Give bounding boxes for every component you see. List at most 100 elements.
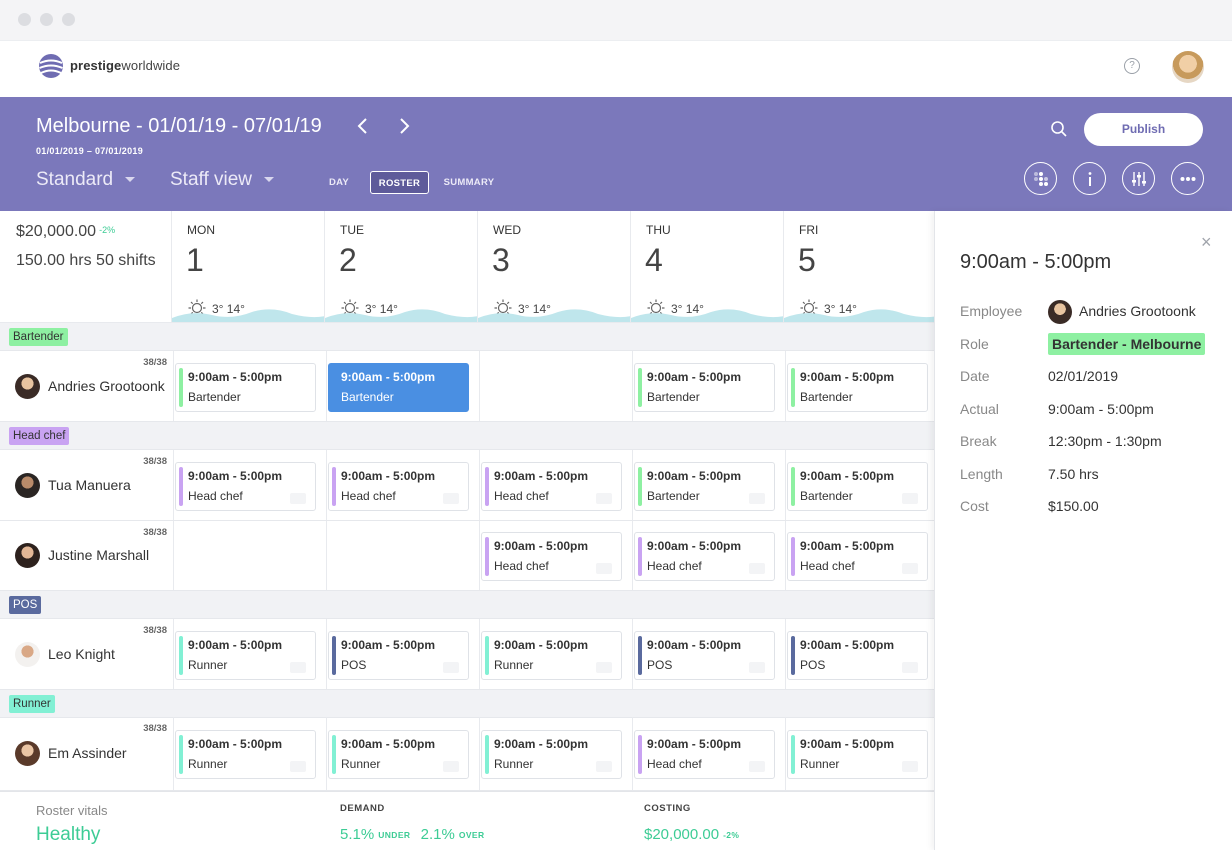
shift-card[interactable]: 9:00am - 5:00pm POS (634, 630, 775, 680)
role-tag[interactable]: Runner (9, 695, 55, 713)
day-cell[interactable] (633, 521, 786, 590)
day-header-wed[interactable]: WED 3 3° 14° (478, 211, 631, 323)
shift-note-icon (596, 661, 612, 673)
chevron-right-icon[interactable] (393, 115, 415, 137)
day-cell[interactable] (174, 717, 327, 790)
day-cell[interactable] (480, 717, 633, 790)
day-cell[interactable] (327, 717, 480, 790)
shift-card[interactable]: 9:00am - 5:00pm Runner (175, 730, 316, 779)
window-minimize-dot[interactable] (40, 13, 53, 26)
sliders-icon[interactable] (1122, 162, 1155, 195)
shift-card[interactable]: 9:00am - 5:00pm Head chef (481, 532, 622, 581)
shift-card[interactable]: 9:00am - 5:00pm Head chef (175, 461, 316, 511)
day-cell[interactable] (174, 521, 327, 590)
shift-card[interactable]: 9:00am - 5:00pm Runner (481, 730, 622, 779)
shift-card[interactable]: 9:00am - 5:00pm Head chef (787, 532, 928, 581)
shift-card[interactable]: 9:00am - 5:00pm Runner (175, 630, 316, 680)
shift-time: 9:00am - 5:00pm (188, 737, 283, 751)
window-close-dot[interactable] (18, 13, 31, 26)
day-cell[interactable] (174, 619, 327, 689)
role-tag[interactable]: Head chef (9, 427, 70, 445)
search-icon[interactable] (1050, 120, 1068, 138)
publish-button[interactable]: Publish (1084, 113, 1203, 146)
brand-name[interactable]: prestigeworldwide (70, 58, 180, 73)
filter-dots-icon[interactable] (1024, 162, 1057, 195)
shift-card[interactable]: 9:00am - 5:00pm Bartender (328, 362, 469, 412)
shift-card[interactable]: 9:00am - 5:00pm Bartender (634, 362, 775, 412)
shift-role: Head chef (494, 559, 549, 573)
employee-cell[interactable]: 38/38 Andries Grootoonk (0, 351, 174, 421)
employee-cell[interactable]: 38/38 Tua Manuera (0, 450, 174, 520)
avatar (1048, 300, 1072, 324)
shift-card[interactable]: 9:00am - 5:00pm Runner (328, 730, 469, 779)
help-icon[interactable]: ? (1124, 58, 1140, 74)
role-tag[interactable]: Bartender (9, 328, 68, 346)
day-cell[interactable] (633, 450, 786, 520)
shift-card[interactable]: 9:00am - 5:00pm Runner (787, 730, 928, 779)
tab-summary[interactable]: SUMMARY (443, 177, 495, 188)
shift-note-icon (290, 661, 306, 673)
template-dropdown[interactable]: Standard (36, 169, 136, 191)
role-pill[interactable]: Bartender - Melbourne (1048, 333, 1206, 355)
role-color-bar (485, 537, 489, 576)
shift-card[interactable]: 9:00am - 5:00pm Bartender (634, 461, 775, 511)
employee-name: Em Assinder (48, 745, 127, 761)
role-color-bar (485, 466, 489, 506)
shift-card[interactable]: 9:00am - 5:00pm Bartender (787, 362, 928, 412)
day-cell[interactable] (327, 351, 480, 421)
shift-card[interactable]: 9:00am - 5:00pm Head chef (634, 730, 775, 779)
day-cell[interactable] (174, 450, 327, 520)
cost-change: -2% (99, 225, 116, 235)
employee-cell[interactable]: 38/38 Leo Knight (0, 619, 174, 689)
shift-card[interactable]: 9:00am - 5:00pm Bartender (175, 362, 316, 412)
day-cell[interactable] (480, 450, 633, 520)
shift-card[interactable]: 9:00am - 5:00pm Head chef (328, 461, 469, 511)
shift-card[interactable]: 9:00am - 5:00pm Bartender (787, 461, 928, 511)
window-zoom-dot[interactable] (62, 13, 75, 26)
shift-note-icon (443, 761, 459, 772)
shift-note-icon (902, 563, 918, 574)
day-header-thu[interactable]: THU 4 3° 14° (631, 211, 784, 323)
user-avatar[interactable] (1172, 51, 1204, 83)
day-cell[interactable] (480, 351, 633, 421)
shift-time: 9:00am - 5:00pm (188, 468, 283, 483)
tab-day[interactable]: DAY (328, 177, 350, 188)
employee-cell[interactable]: 38/38 Em Assinder (0, 717, 174, 790)
day-cell[interactable] (480, 619, 633, 689)
day-header-tue[interactable]: TUE 2 3° 14° (325, 211, 478, 323)
shift-role: Head chef (341, 488, 396, 503)
day-cell[interactable] (633, 619, 786, 689)
role-tag[interactable]: POS (9, 596, 42, 614)
close-icon[interactable]: × (1201, 232, 1212, 252)
tab-roster[interactable]: ROSTER (370, 171, 429, 194)
shift-time: 9:00am - 5:00pm (494, 737, 589, 751)
day-cell[interactable] (327, 521, 480, 590)
day-cell[interactable] (633, 351, 786, 421)
employee-cell[interactable]: 38/38 Justine Marshall (0, 521, 174, 590)
info-icon[interactable] (1073, 162, 1106, 195)
day-cell[interactable] (327, 450, 480, 520)
role-color-bar (179, 735, 183, 774)
detail-value[interactable]: Andries Grootoonk (1079, 303, 1196, 319)
day-name: FRI (799, 223, 819, 237)
day-header-mon[interactable]: MON 1 3° 14° (172, 211, 325, 323)
shift-card[interactable]: 9:00am - 5:00pm POS (328, 630, 469, 680)
shift-time: 9:00am - 5:00pm (494, 468, 589, 483)
day-cell[interactable] (480, 521, 633, 590)
shift-card[interactable]: 9:00am - 5:00pm Runner (481, 630, 622, 680)
view-dropdown[interactable]: Staff view (170, 169, 275, 191)
day-header-fri[interactable]: FRI 5 3° 14° (784, 211, 934, 323)
vitals-label: Roster vitals (36, 803, 108, 818)
shift-note-icon (596, 563, 612, 574)
more-icon[interactable] (1171, 162, 1204, 195)
shift-card[interactable]: 9:00am - 5:00pm Head chef (481, 461, 622, 511)
role-color-bar (485, 735, 489, 774)
shift-role: POS (647, 657, 673, 672)
shift-card[interactable]: 9:00am - 5:00pm POS (787, 630, 928, 680)
day-cell[interactable] (174, 351, 327, 421)
detail-key: Role (960, 336, 989, 352)
shift-card[interactable]: 9:00am - 5:00pm Head chef (634, 532, 775, 581)
chevron-left-icon[interactable] (352, 115, 374, 137)
day-cell[interactable] (327, 619, 480, 689)
day-cell[interactable] (633, 717, 786, 790)
